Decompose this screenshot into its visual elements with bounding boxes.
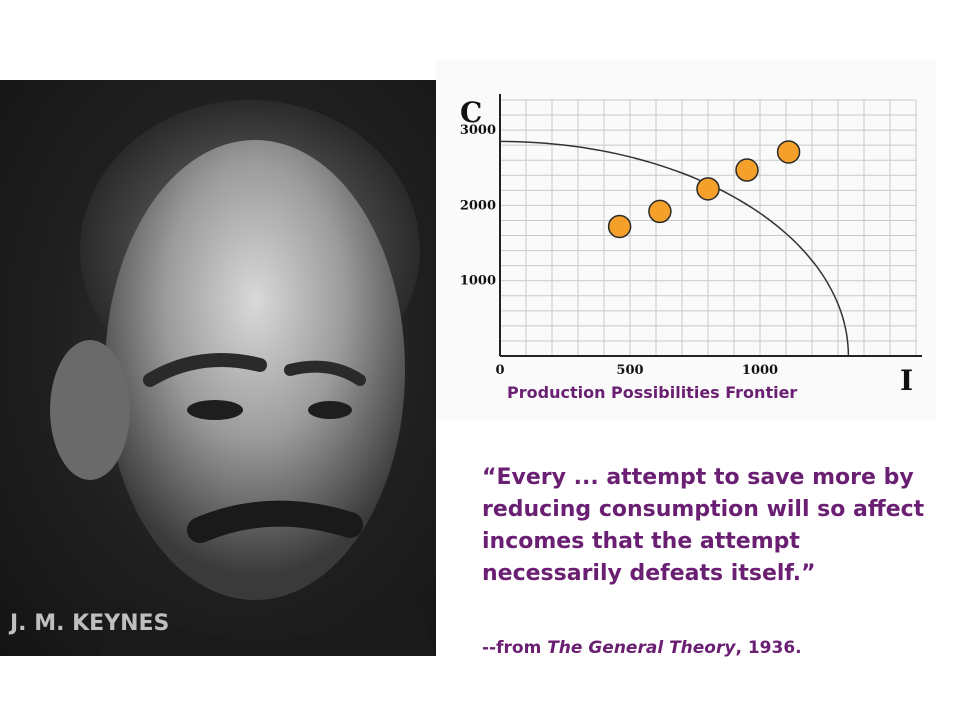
citation: --from The General Theory, 1936. [482, 638, 932, 658]
y-tick-label: 3000 [460, 123, 496, 138]
chart-title: Production Possibilities Frontier [507, 383, 798, 402]
citation-book: The General Theory [547, 638, 736, 658]
x-tick-label: 1000 [742, 363, 778, 378]
chart-grid [499, 99, 917, 357]
data-point [607, 214, 632, 239]
data-point [735, 158, 759, 182]
x-tick-label: 500 [616, 363, 643, 378]
x-axis-label: I [900, 364, 913, 397]
keynes-quote: “Every ... attempt to save more by reduc… [482, 465, 925, 586]
data-point [696, 177, 720, 201]
y-tick-label: 1000 [460, 274, 496, 289]
portrait-caption: J. M. KEYNES [10, 611, 170, 636]
x-tick-label: 0 [495, 363, 504, 378]
ppf-chart-svg: 0 500 1000 1000 2000 3000 C I [460, 94, 922, 397]
keynes-portrait: J. M. KEYNES [0, 80, 436, 656]
y-tick-label: 2000 [460, 198, 496, 213]
citation-prefix: --from [482, 638, 548, 658]
y-axis-label: C [460, 96, 482, 129]
citation-suffix: , 1936. [735, 638, 802, 658]
data-point [648, 199, 672, 224]
ppf-chart: 0 500 1000 1000 2000 3000 C I [436, 60, 936, 420]
chart-axes [499, 94, 922, 357]
data-points [607, 140, 801, 239]
portrait-image [50, 100, 436, 656]
tick-labels: 0 500 1000 1000 2000 3000 [460, 123, 778, 378]
frontier-curve [499, 140, 850, 357]
data-point [776, 140, 801, 164]
